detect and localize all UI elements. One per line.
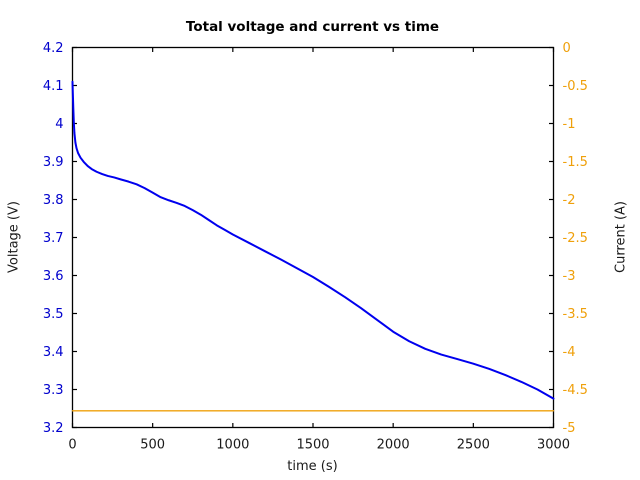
y-left-tick-label: 3.2 bbox=[43, 421, 64, 436]
x-tick-label: 500 bbox=[140, 438, 165, 453]
y-left-tick-label: 3.4 bbox=[43, 345, 64, 360]
y-right-tick-label: -5 bbox=[563, 421, 576, 436]
y-right-tick-label: -2 bbox=[563, 193, 576, 208]
y-left-tick-label: 3.8 bbox=[43, 193, 64, 208]
x-tick-label: 2000 bbox=[377, 438, 410, 453]
y-left-tick-label: 4 bbox=[55, 117, 63, 132]
y-left-tick-label: 3.5 bbox=[43, 307, 64, 322]
y-right-tick-label: -4.5 bbox=[563, 383, 588, 398]
y-left-tick-label: 3.7 bbox=[43, 231, 64, 246]
y-right-tick-label: -1 bbox=[563, 117, 576, 132]
y-left-tick-label: 4.2 bbox=[43, 41, 64, 56]
y-right-tick-label: -4 bbox=[563, 345, 576, 360]
x-tick-label: 1000 bbox=[216, 438, 249, 453]
x-tick-label: 1500 bbox=[296, 438, 329, 453]
y-left-tick-label: 3.3 bbox=[43, 383, 64, 398]
y-right-tick-label: -3 bbox=[563, 269, 576, 284]
total-voltage-line bbox=[71, 80, 555, 400]
axes-box bbox=[71, 46, 555, 429]
y-left-tick-label: 4.1 bbox=[43, 79, 64, 94]
y-right-tick-label: -0.5 bbox=[563, 79, 588, 94]
y-right-tick-label: 0 bbox=[563, 41, 571, 56]
x-tick-label: 2500 bbox=[457, 438, 490, 453]
x-tick-label: 3000 bbox=[537, 438, 570, 453]
y-right-tick-label: -1.5 bbox=[563, 155, 588, 170]
x-axis-title: time (s) bbox=[287, 459, 338, 474]
y-left-tick-label: 3.9 bbox=[43, 155, 64, 170]
chart-title: Total voltage and current vs time bbox=[185, 19, 440, 35]
y-right-tick-label: -3.5 bbox=[563, 307, 588, 322]
y-right-tick-label: -2.5 bbox=[563, 231, 588, 246]
x-tick-label: 0 bbox=[68, 438, 76, 453]
y-left-tick-label: 3.6 bbox=[43, 269, 64, 284]
